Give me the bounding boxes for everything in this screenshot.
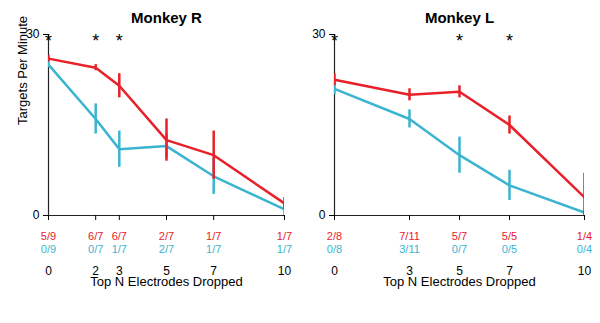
svg-text:1/7: 1/7 [277,243,292,255]
svg-text:2/7: 2/7 [159,243,174,255]
svg-text:7: 7 [506,264,513,278]
svg-text:7: 7 [210,264,217,278]
svg-text:1/7: 1/7 [206,230,221,242]
svg-text:*: * [116,31,123,51]
svg-text:2/8: 2/8 [327,230,342,242]
svg-text:30: 30 [312,27,326,41]
svg-text:10: 10 [278,264,292,278]
svg-text:5/7: 5/7 [452,230,467,242]
svg-text:Top N Electrodes Dropped: Top N Electrodes Dropped [90,273,243,289]
svg-text:3: 3 [116,264,123,278]
svg-text:0/4: 0/4 [577,243,592,255]
svg-text:0: 0 [45,264,52,278]
svg-text:3/11: 3/11 [399,243,420,255]
svg-text:0: 0 [33,208,40,222]
svg-text:5/5: 5/5 [502,230,517,242]
svg-text:6/7: 6/7 [112,230,127,242]
svg-text:6/7: 6/7 [88,230,103,242]
svg-text:Monkey R: Monkey R [131,9,202,26]
svg-text:7/11: 7/11 [399,230,420,242]
svg-text:*: * [92,31,99,51]
svg-text:3: 3 [406,264,413,278]
svg-text:0/9: 0/9 [41,243,56,255]
svg-text:*: * [456,31,463,51]
svg-text:30: 30 [26,27,40,41]
svg-text:0/7: 0/7 [452,243,467,255]
svg-text:1/7: 1/7 [206,243,221,255]
svg-text:2: 2 [92,264,99,278]
svg-text:5: 5 [456,264,463,278]
svg-text:1/4: 1/4 [577,230,592,242]
svg-text:*: * [506,31,513,51]
svg-text:0/5: 0/5 [502,243,517,255]
svg-text:1/7: 1/7 [112,243,127,255]
svg-text:2/7: 2/7 [159,230,174,242]
svg-text:Top N Electrodes Dropped: Top N Electrodes Dropped [383,273,536,289]
svg-text:5/9: 5/9 [41,230,56,242]
svg-text:1/7: 1/7 [277,230,292,242]
svg-text:10: 10 [578,264,592,278]
svg-text:5: 5 [163,264,170,278]
svg-text:0/7: 0/7 [88,243,103,255]
svg-text:0: 0 [331,264,338,278]
svg-text:Targets Per Minute: Targets Per Minute [14,15,30,125]
svg-text:Monkey L: Monkey L [425,9,494,26]
svg-text:0/8: 0/8 [327,243,342,255]
svg-text:0: 0 [319,208,326,222]
